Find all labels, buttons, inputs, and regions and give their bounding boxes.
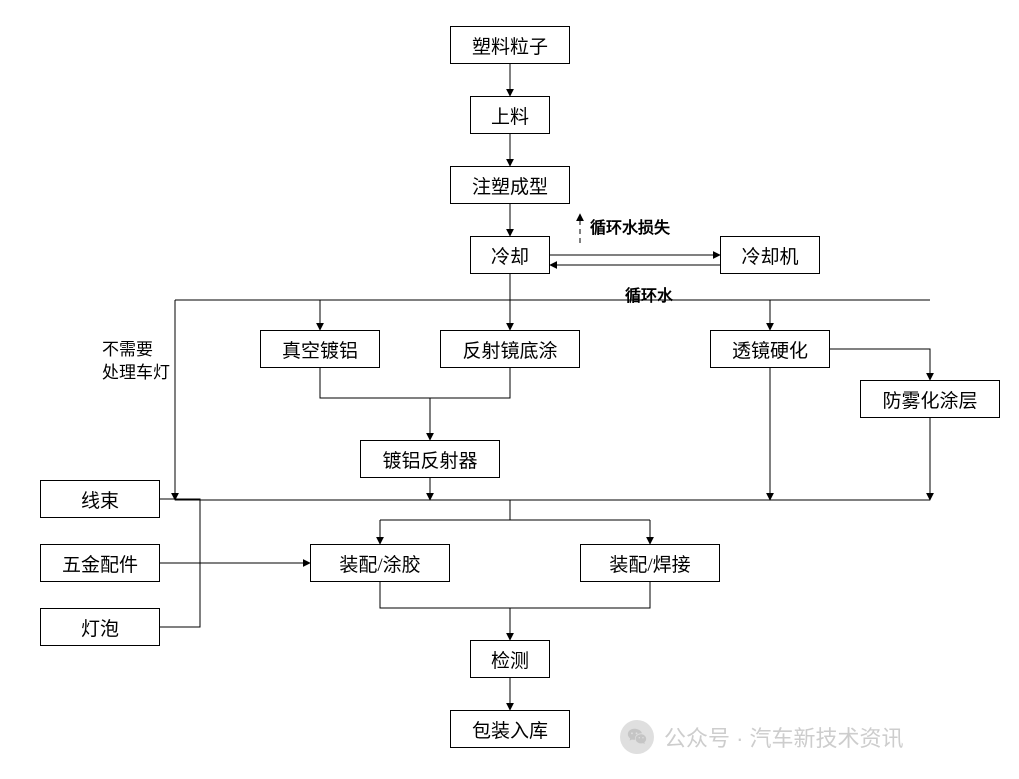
- node-cool: 冷却: [470, 236, 550, 274]
- node-cooler: 冷却机: [720, 236, 820, 274]
- label-noneed-1: 不需要: [102, 335, 153, 360]
- node-assy-weld: 装配/焊接: [580, 544, 720, 582]
- node-plastic: 塑料粒子: [450, 26, 570, 64]
- node-wire: 线束: [40, 480, 160, 518]
- label-noneed-2: 处理车灯: [102, 358, 170, 383]
- node-pack: 包装入库: [450, 710, 570, 748]
- watermark: 公众号 · 汽车新技术资讯: [620, 720, 904, 754]
- node-inspect: 检测: [470, 640, 550, 678]
- node-assy-glue: 装配/涂胶: [310, 544, 450, 582]
- node-antifog: 防雾化涂层: [860, 380, 1000, 418]
- wechat-icon: [620, 720, 654, 754]
- node-feed: 上料: [470, 96, 550, 134]
- node-bulb: 灯泡: [40, 608, 160, 646]
- node-lens-harden: 透镜硬化: [710, 330, 830, 368]
- label-water-loss: 循环水损失: [590, 214, 670, 238]
- node-mold: 注塑成型: [450, 166, 570, 204]
- node-reflector-base: 反射镜底涂: [440, 330, 580, 368]
- label-water-cycle: 循环水: [625, 282, 673, 306]
- node-hardware: 五金配件: [40, 544, 160, 582]
- watermark-text: 公众号 · 汽车新技术资讯: [664, 721, 904, 753]
- node-al-reflector: 镀铝反射器: [360, 440, 500, 478]
- node-vacuum-al: 真空镀铝: [260, 330, 380, 368]
